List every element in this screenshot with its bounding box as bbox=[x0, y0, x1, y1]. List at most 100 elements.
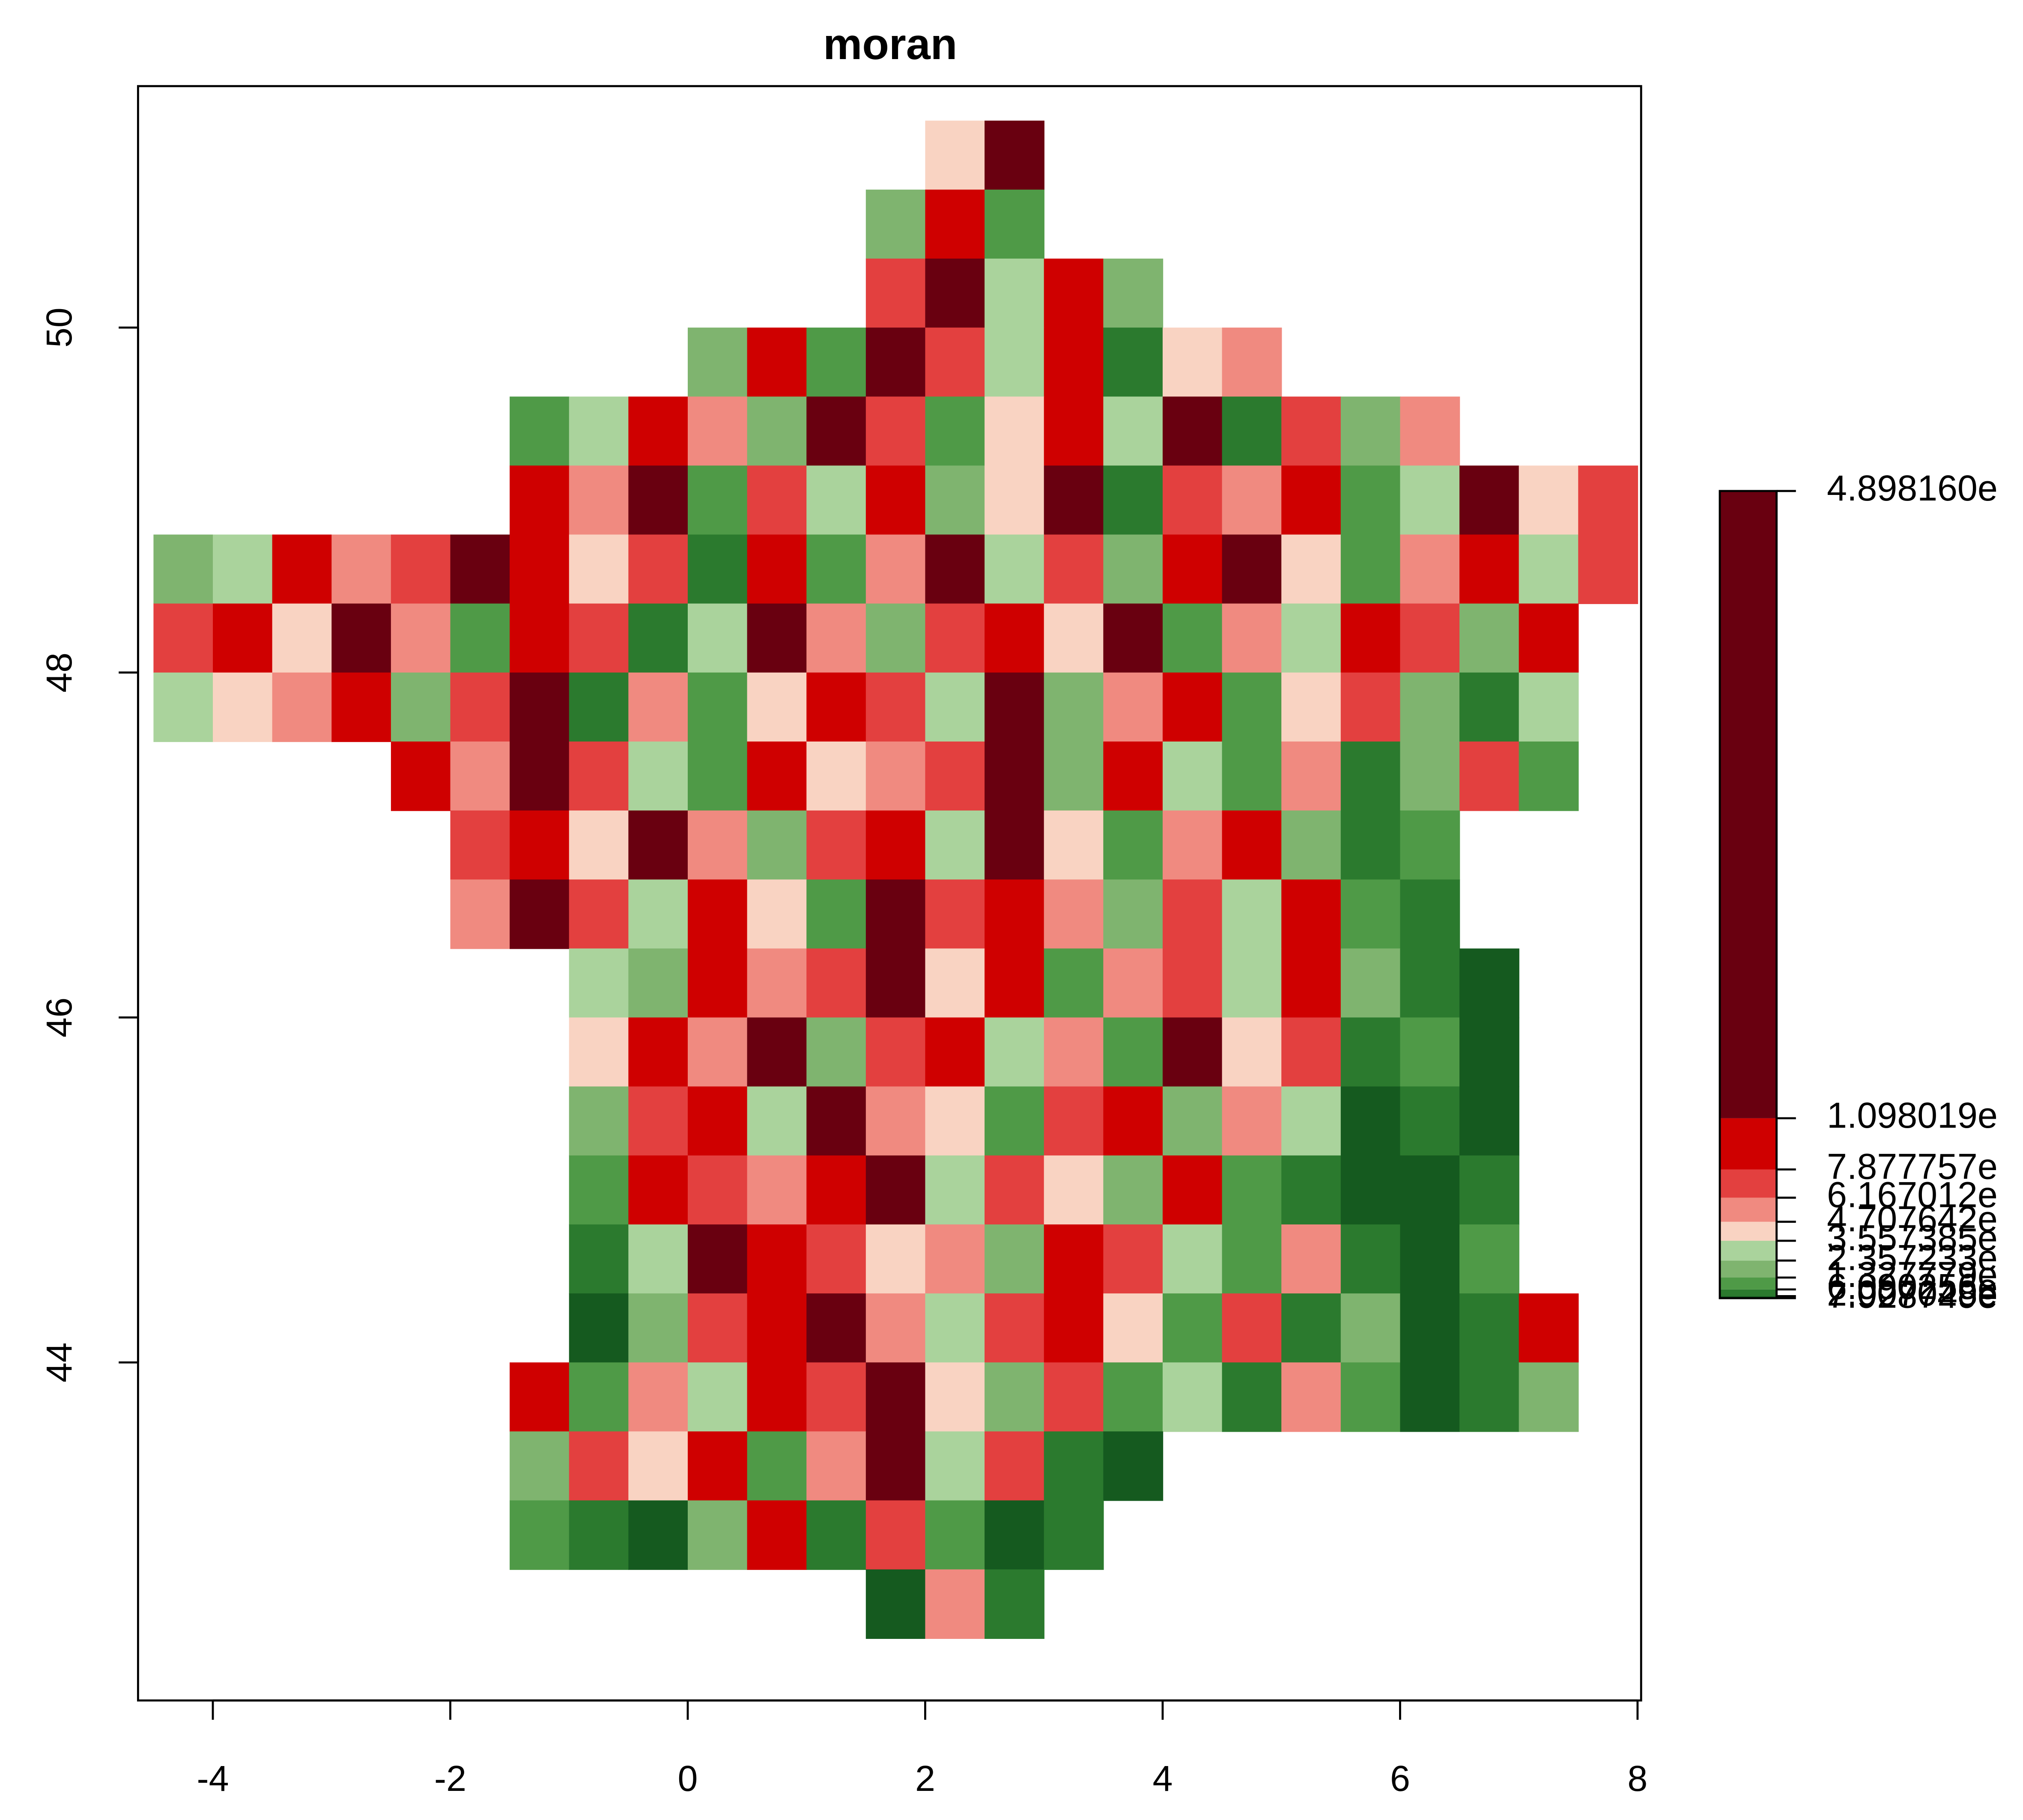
cell bbox=[985, 396, 1044, 466]
cell bbox=[450, 741, 510, 811]
cell bbox=[985, 1362, 1044, 1432]
cell bbox=[985, 1500, 1044, 1570]
cell bbox=[806, 1293, 867, 1363]
cell bbox=[687, 1155, 748, 1225]
cell bbox=[806, 1224, 867, 1294]
cell bbox=[865, 1362, 926, 1432]
cell bbox=[687, 741, 748, 811]
cell bbox=[1281, 396, 1342, 466]
cell bbox=[806, 603, 867, 673]
cell bbox=[747, 465, 807, 535]
cell bbox=[1459, 1155, 1519, 1225]
cell bbox=[747, 948, 807, 1018]
cell bbox=[510, 1500, 570, 1570]
cell bbox=[865, 1431, 926, 1501]
cell bbox=[1281, 1293, 1342, 1363]
cell bbox=[1400, 672, 1460, 742]
cell bbox=[985, 672, 1044, 742]
cell bbox=[1103, 672, 1164, 742]
cell bbox=[1459, 603, 1519, 673]
cell bbox=[747, 1500, 807, 1570]
cell bbox=[628, 1224, 689, 1294]
cell bbox=[1162, 603, 1223, 673]
cell bbox=[985, 879, 1044, 949]
cell bbox=[1103, 534, 1164, 604]
cell bbox=[628, 741, 689, 811]
cell bbox=[1162, 948, 1223, 1018]
cell bbox=[985, 328, 1044, 397]
cell bbox=[1222, 1155, 1282, 1225]
cell bbox=[1340, 948, 1401, 1018]
cell bbox=[1044, 1155, 1104, 1225]
cell bbox=[1162, 534, 1223, 604]
x-tick-label: 8 bbox=[1627, 1758, 1647, 1799]
cell bbox=[569, 741, 629, 811]
cell bbox=[985, 534, 1044, 604]
cell bbox=[213, 534, 273, 604]
cell bbox=[925, 534, 985, 604]
cell bbox=[985, 1086, 1044, 1156]
cell bbox=[569, 948, 629, 1018]
cell bbox=[1222, 1086, 1282, 1156]
legend-label: 1.098019e bbox=[1827, 1095, 1998, 1135]
cell bbox=[1044, 1293, 1104, 1363]
cell bbox=[865, 258, 926, 328]
cell bbox=[925, 1431, 985, 1501]
cell bbox=[925, 741, 985, 811]
cell bbox=[687, 1293, 748, 1363]
cell bbox=[569, 672, 629, 742]
cell bbox=[747, 672, 807, 742]
cell bbox=[747, 396, 807, 466]
cell bbox=[687, 465, 748, 535]
x-tick-label: 4 bbox=[1152, 1758, 1173, 1799]
cell bbox=[985, 258, 1044, 328]
cell bbox=[747, 741, 807, 811]
y-tick-label: 46 bbox=[39, 998, 79, 1037]
cell bbox=[1044, 603, 1104, 673]
cell bbox=[628, 1155, 689, 1225]
cell bbox=[806, 396, 867, 466]
cell bbox=[687, 1362, 748, 1432]
legend-label: 4.898160e bbox=[1827, 468, 1998, 508]
cell bbox=[985, 741, 1044, 811]
cell bbox=[1044, 879, 1104, 949]
cell bbox=[1044, 1362, 1104, 1432]
cell bbox=[213, 672, 273, 742]
cell bbox=[153, 534, 214, 604]
cell bbox=[510, 603, 570, 673]
cell bbox=[569, 534, 629, 604]
cell bbox=[1459, 534, 1519, 604]
cell bbox=[1044, 741, 1104, 811]
cell bbox=[1578, 465, 1638, 535]
cell bbox=[1222, 1017, 1282, 1087]
cell bbox=[865, 879, 926, 949]
cell bbox=[925, 810, 985, 880]
cell bbox=[1281, 1155, 1342, 1225]
cell bbox=[747, 1431, 807, 1501]
legend-swatch bbox=[1720, 1278, 1777, 1290]
cell bbox=[1222, 879, 1282, 949]
cell bbox=[1459, 465, 1519, 535]
cell bbox=[985, 1431, 1044, 1501]
cell bbox=[569, 1431, 629, 1501]
cell bbox=[510, 672, 570, 742]
cell bbox=[628, 948, 689, 1018]
cell bbox=[806, 1500, 867, 1570]
cell bbox=[569, 465, 629, 535]
legend-frame bbox=[1719, 490, 1778, 1299]
cell bbox=[1162, 879, 1223, 949]
cell bbox=[1459, 1017, 1519, 1087]
cell bbox=[1103, 948, 1164, 1018]
cell bbox=[1044, 465, 1104, 535]
cell bbox=[272, 603, 332, 673]
cell bbox=[1400, 1362, 1460, 1432]
cell bbox=[1519, 603, 1579, 673]
cell bbox=[1281, 1224, 1342, 1294]
cell bbox=[1044, 672, 1104, 742]
cell bbox=[450, 603, 510, 673]
legend-label: 7.928749e bbox=[1827, 1275, 1998, 1315]
cell bbox=[628, 1431, 689, 1501]
cell bbox=[747, 1155, 807, 1225]
legend-label: 6.167012e bbox=[1827, 1175, 1998, 1215]
